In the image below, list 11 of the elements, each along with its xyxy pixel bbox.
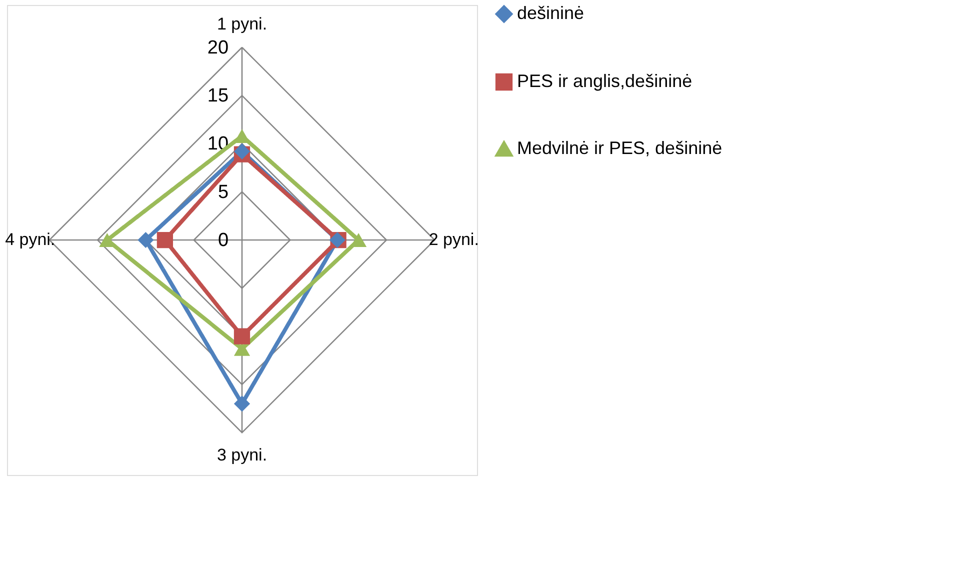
y-tick-label: 15	[207, 86, 229, 107]
y-tick-label: 20	[207, 37, 229, 58]
y-tick-label: 5	[218, 182, 229, 203]
legend-label: dešininė	[517, 3, 584, 23]
spoke-label: 1 pyni.	[216, 14, 268, 34]
legend-label: Medvilnė ir PES, dešininė	[517, 138, 722, 158]
spoke-label: 2 pyni.	[428, 230, 479, 249]
spoke-label: 3 pyni.	[216, 446, 268, 465]
legend-label: PES ir anglis,dešininė	[517, 71, 692, 91]
y-tick-label: 0	[218, 230, 229, 251]
spoke-label: 4 pyni.	[5, 230, 56, 249]
